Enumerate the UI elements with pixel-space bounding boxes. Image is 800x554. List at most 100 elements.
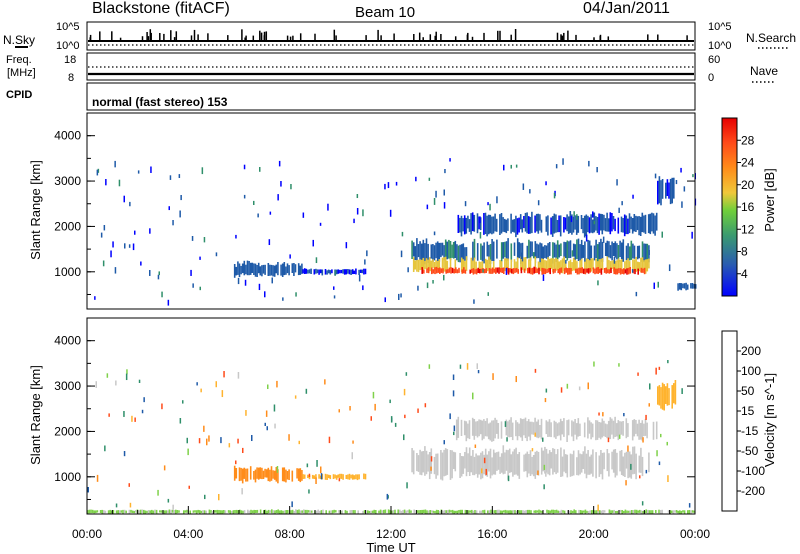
power-cell — [576, 261, 578, 272]
power-cell — [582, 245, 585, 258]
power-cell — [488, 244, 490, 261]
power-cell — [576, 239, 578, 259]
velocity-cell — [318, 474, 320, 479]
velocity-scatter-point — [338, 409, 340, 413]
velocity-cell — [619, 421, 621, 435]
velocity-cell — [640, 447, 642, 473]
power-scatter-point — [315, 257, 318, 264]
power-scatter-point — [562, 158, 564, 165]
power-cell — [677, 283, 679, 291]
velocity-cell — [344, 510, 347, 514]
power-scatter-point — [190, 269, 192, 276]
velocity-scatter-point — [351, 452, 353, 460]
power-scatter-point — [653, 282, 655, 289]
velocity-cell — [571, 510, 574, 514]
velocity-cell — [370, 510, 372, 514]
velocity-scatter-point — [349, 406, 351, 411]
power-cell — [547, 268, 550, 273]
power-cell — [464, 269, 467, 274]
velocity-cell — [301, 510, 303, 513]
power-cell — [303, 268, 306, 274]
power-scatter-point — [400, 250, 403, 258]
power-cell — [592, 258, 594, 270]
velocity-scatter-point — [87, 487, 89, 493]
velocity-cell — [594, 510, 596, 514]
power-cell — [592, 267, 595, 274]
velocity-cell — [250, 509, 252, 514]
power-cell — [458, 267, 460, 273]
velocity-cell — [412, 450, 415, 475]
velocity-cell — [290, 510, 292, 514]
velocity-cell — [465, 447, 468, 477]
velocity-cell — [576, 457, 578, 476]
velocity-cell — [579, 510, 582, 514]
velocity-cell — [579, 453, 581, 475]
velocity-cell — [90, 509, 92, 514]
velocity-cell — [311, 510, 313, 513]
velocity-cell — [197, 509, 199, 513]
freq-tick-bottom: 8 — [68, 72, 74, 84]
velocity-scatter-point — [666, 441, 668, 446]
velocity-cell — [351, 474, 354, 480]
velocity-cell — [508, 448, 511, 473]
velocity-scatter-point — [627, 445, 629, 452]
power-cell — [443, 257, 445, 272]
power-cell — [486, 259, 489, 272]
velocity-cell — [178, 510, 180, 513]
velocity-cell — [562, 510, 564, 513]
velocity-cell — [635, 453, 637, 480]
velocity-cell — [558, 422, 560, 436]
power-cell — [436, 241, 439, 264]
velocity-cell — [585, 453, 588, 479]
power-cell — [632, 243, 634, 259]
velocity-cell — [419, 510, 422, 514]
velocity-cell — [591, 510, 593, 514]
power-scatter-point — [253, 200, 255, 206]
velocity-scatter-point — [430, 456, 433, 462]
velocity-cell — [552, 509, 555, 514]
power-cell — [612, 243, 615, 256]
velocity-cell — [538, 509, 540, 514]
velocity-cell — [192, 510, 195, 513]
power-cell — [599, 268, 601, 273]
velocity-cell — [280, 510, 283, 514]
power-cell — [358, 269, 360, 275]
power-cell — [534, 215, 536, 233]
power-cell — [548, 258, 551, 271]
velocity-cell — [537, 451, 540, 476]
power-scatter-point — [302, 212, 305, 218]
power-scatter-point — [180, 195, 182, 201]
power-scatter-point — [168, 206, 170, 211]
power-cell — [591, 219, 594, 234]
velocity-scatter-point — [128, 483, 130, 487]
power-scatter-point — [290, 184, 292, 190]
power-cell — [600, 238, 602, 260]
velocity-cell — [348, 473, 351, 480]
velocity-cell — [247, 509, 249, 514]
power-scatter-point — [596, 167, 598, 173]
power-scatter-point — [661, 231, 663, 238]
velocity-cell — [677, 510, 679, 514]
velocity-scatter-point — [645, 469, 648, 474]
nsky-tick-top: 10^5 — [56, 21, 80, 33]
power-cell — [507, 238, 509, 261]
velocity-cell — [674, 380, 677, 405]
velocity-cell — [611, 510, 614, 513]
velocity-scatter-point — [374, 403, 376, 411]
velocity-cell — [465, 421, 468, 442]
velocity-scatter-point — [417, 408, 419, 413]
velocity-cell — [122, 509, 124, 514]
velocity-cell — [255, 510, 257, 513]
power-cell — [510, 213, 512, 234]
velocity-cell — [427, 510, 430, 514]
velocity-cell — [253, 471, 255, 480]
velocity-cell — [547, 510, 550, 514]
velocity-cell — [234, 510, 236, 514]
power-cell — [254, 263, 257, 277]
velocity-cell — [202, 510, 204, 514]
power-cell — [527, 267, 529, 274]
power-cell — [471, 268, 473, 273]
velocity-cell — [595, 420, 597, 441]
velocity-cell — [259, 467, 262, 479]
